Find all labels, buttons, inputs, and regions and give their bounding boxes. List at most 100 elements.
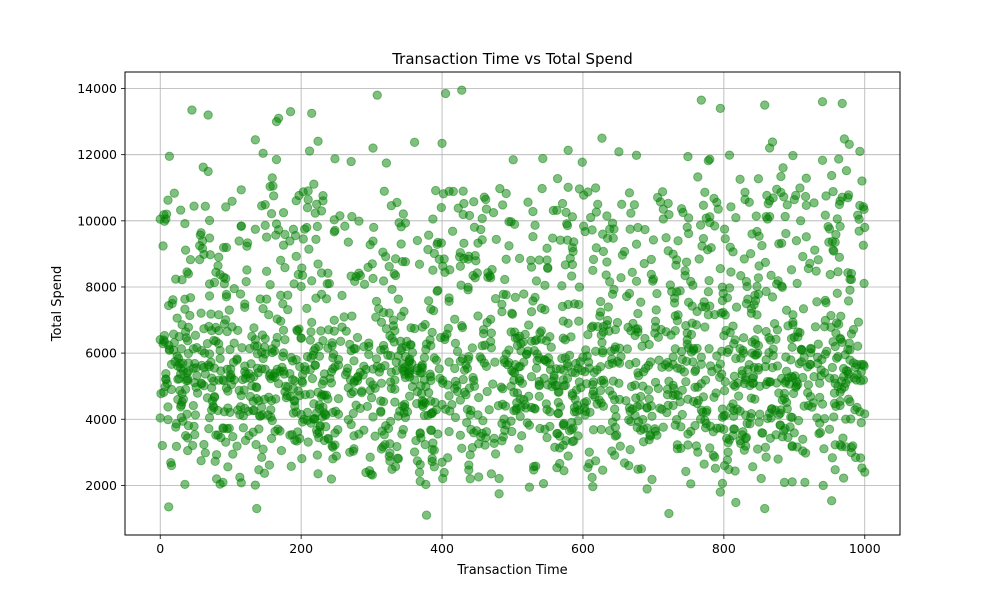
scatter-point [288,408,299,418]
scatter-point [321,410,331,420]
y-tick-label: 8000 [85,279,117,294]
scatter-point [155,214,165,224]
scatter-point [378,247,388,257]
scatter-point [574,316,584,326]
scatter-point [283,304,293,315]
scatter-point [542,243,552,253]
scatter-point [633,324,643,334]
scatter-point [474,439,484,449]
scatter-point [588,481,598,492]
scatter-point [404,354,415,364]
scatter-point [715,359,725,369]
scatter-point [581,396,592,407]
scatter-point [180,479,190,490]
scatter-point [343,415,353,425]
scatter-point [563,182,573,192]
scatter-point [555,235,566,245]
scatter-point [171,274,181,284]
scatter-point [823,221,833,232]
scatter-point [677,409,687,420]
scatter-point [337,290,347,301]
scatter-point [376,396,386,406]
scatter-point [222,364,232,374]
scatter-point [567,436,578,447]
scatter-point [321,422,331,432]
scatter-point [457,443,467,453]
scatter-point [834,319,844,329]
scatter-point [258,148,268,158]
scatter-point [841,166,852,176]
scatter-point [247,331,257,342]
scatter-point [800,448,811,458]
scatter-point [676,204,687,214]
scatter-point [514,444,524,454]
scatter-point [376,444,387,454]
scatter-point [616,273,626,283]
scatter-point [214,252,224,262]
scatter-point [664,508,674,519]
scatter-point [388,321,399,331]
scatter-point [196,456,206,466]
scatter-point [455,395,466,405]
scatter-point [229,375,239,385]
scatter-point [740,194,750,205]
scatter-point [654,355,664,365]
scatter-point [742,418,752,429]
scatter-point [596,424,606,435]
scatter-point [658,214,668,224]
scatter-point [800,477,810,488]
scatter-point [378,276,389,286]
scatter-point [406,323,416,333]
scatter-point [709,193,719,204]
scatter-point [798,372,808,383]
scatter-point [189,201,199,211]
scatter-point [542,255,552,265]
scatter-point [748,462,758,472]
scatter-point [285,107,296,117]
scatter-point [229,283,239,294]
scatter-point [340,221,350,231]
scatter-point [185,310,195,321]
scatter-point [453,203,463,213]
scatter-point [586,322,597,333]
scatter-point [225,344,235,355]
scatter-point [526,336,537,346]
scatter-point [497,299,507,310]
scatter-point [704,275,714,286]
scatter-point [772,361,783,371]
scatter-point [376,406,386,416]
scatter-point [810,322,821,332]
scatter-point [183,336,193,346]
scatter-point [819,414,830,424]
scatter-point [438,473,448,484]
scatter-point [456,280,466,290]
scatter-point [814,428,824,439]
scatter-point [444,293,454,303]
scatter-point [478,328,489,339]
x-tick-label: 400 [430,541,454,556]
scatter-point [641,363,651,373]
scatter-point [339,312,349,322]
scatter-point [236,390,246,401]
scatter-point [793,327,803,337]
scatter-point [218,272,229,282]
scatter-point [280,229,290,240]
scatter-point [741,276,752,287]
scatter-point [567,391,578,401]
scatter-point [819,444,829,454]
scatter-point [729,424,739,434]
scatter-point [276,290,286,300]
scatter-point [272,314,282,324]
scatter-point [741,298,752,309]
scatter-point [630,380,640,390]
scatter-point [440,332,450,342]
scatter-point [199,249,209,260]
scatter-point [681,377,691,387]
scatter-point [729,411,739,421]
scatter-point [322,279,332,289]
scatter-point [469,197,479,207]
scatter-point [584,447,594,457]
scatter-point [393,351,404,361]
scatter-point [244,430,254,441]
scatter-point [250,135,260,145]
